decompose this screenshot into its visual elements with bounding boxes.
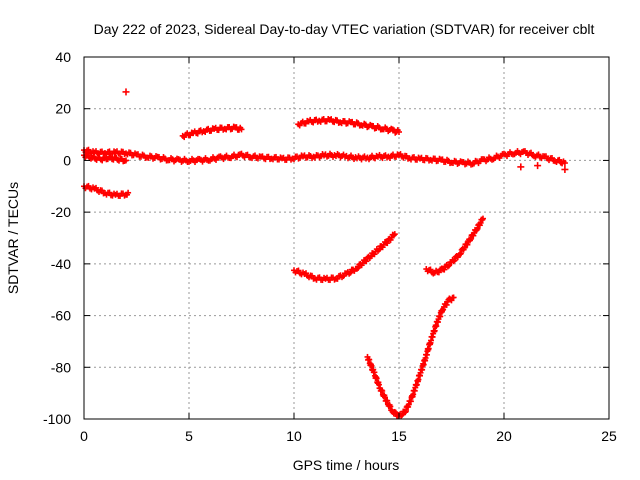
x-axis-ticks: 0 5 10 15 20 25: [80, 57, 617, 444]
data-track-8: [423, 215, 486, 277]
outlier-point: [561, 165, 569, 173]
y-tick-label: -80: [51, 359, 71, 375]
x-tick-label: 5: [185, 428, 193, 444]
x-axis-label: GPS time / hours: [293, 457, 400, 473]
x-tick-label: 25: [601, 428, 617, 444]
y-tick-label: -20: [51, 204, 71, 220]
data-track-6: [291, 231, 398, 284]
data-track-5: [295, 116, 402, 136]
y-axis-label: SDTVAR / TECUs: [5, 182, 21, 294]
data-track-1: [81, 146, 568, 168]
y-tick-label: 0: [63, 152, 71, 168]
x-tick-label: 0: [80, 428, 88, 444]
plot-frame: [83, 56, 610, 420]
y-axis-ticks: -100 -80 -60 -40 -20 0 20 40: [43, 49, 609, 427]
data-points: [81, 88, 569, 420]
y-tick-label: -100: [43, 411, 71, 427]
data-track-7: [364, 294, 457, 420]
outlier-point: [534, 162, 542, 170]
grid-lines: [84, 57, 609, 419]
y-tick-label: 20: [55, 101, 71, 117]
x-tick-label: 10: [286, 428, 302, 444]
outlier-point: [517, 163, 525, 171]
outlier-point: [122, 88, 130, 96]
data-track-2: [81, 152, 129, 165]
y-tick-label: -60: [51, 308, 71, 324]
data-track-3: [81, 182, 132, 199]
y-tick-label: 40: [55, 49, 71, 65]
data-track-4: [179, 123, 245, 141]
x-tick-label: 20: [496, 428, 512, 444]
chart-title: Day 222 of 2023, Sidereal Day-to-day VTE…: [94, 21, 595, 37]
y-tick-label: -40: [51, 256, 71, 272]
x-tick-label: 15: [391, 428, 407, 444]
